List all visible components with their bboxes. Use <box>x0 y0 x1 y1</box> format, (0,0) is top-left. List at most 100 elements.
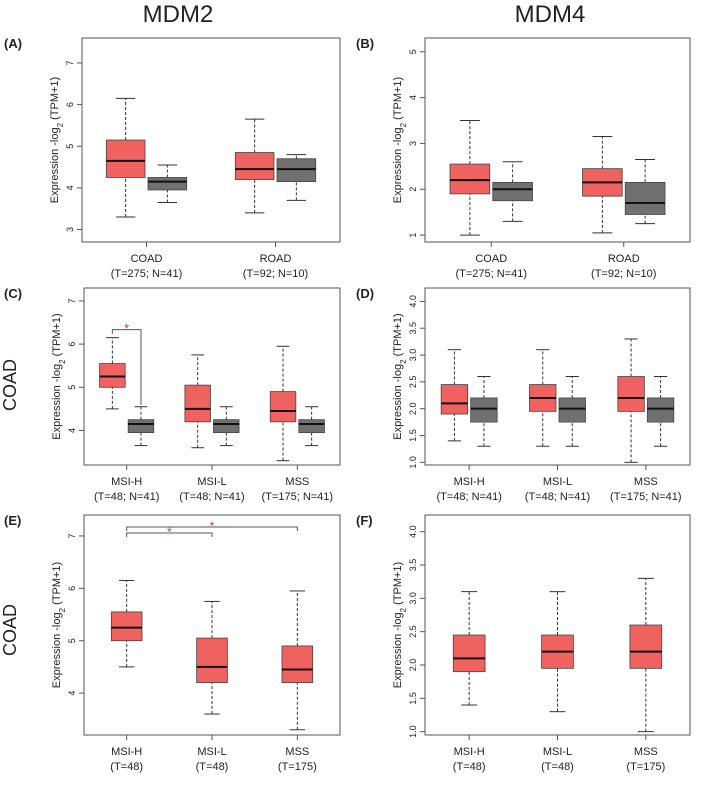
y-axis-title-part: (TPM+1) <box>392 562 404 608</box>
x-tick-label: MSI-L <box>543 746 572 758</box>
y-axis-title: Expression -log2 (TPM+1) <box>392 313 408 439</box>
box <box>276 158 317 183</box>
y-tick-label: 5 <box>67 638 77 643</box>
x-tick-label: MSI-L <box>543 476 572 488</box>
y-tick-label: 4 <box>67 428 77 433</box>
box <box>624 182 666 215</box>
box <box>558 397 586 423</box>
y-axis-title: Expression -log2 (TPM+1) <box>392 77 408 203</box>
y-axis-title-part: Expression -log <box>392 127 404 203</box>
significance-bracket <box>111 329 142 405</box>
box <box>99 363 126 388</box>
y-axis-title-part: Expression -log <box>392 364 404 440</box>
y-tick-label: 3.0 <box>408 592 418 605</box>
box <box>110 611 143 642</box>
panel-label: (A) <box>4 36 22 51</box>
x-tick-label: COAD <box>475 253 507 265</box>
panel-label: (F) <box>356 513 373 528</box>
significance-star: * <box>124 322 129 336</box>
x-tick-label: MSI-L <box>197 746 226 758</box>
panel-label: (B) <box>356 36 374 51</box>
x-tick-sublabel: (T=92; N=10) <box>591 268 656 280</box>
y-tick-label: 2.0 <box>408 659 418 672</box>
box <box>269 391 297 423</box>
y-tick-label: 1.5 <box>408 692 418 705</box>
x-tick-sublabel: (T=275; N=41) <box>111 268 183 280</box>
plot-frame <box>424 37 691 243</box>
y-tick-label: 1.5 <box>408 429 418 442</box>
y-axis-title-part: (TPM+1) <box>51 313 63 359</box>
y-tick-label: 2.5 <box>408 625 418 638</box>
x-tick-label: MSI-H <box>454 746 485 758</box>
y-tick-label: 1 <box>408 233 418 238</box>
box <box>629 624 663 669</box>
x-tick-label: MSI-L <box>197 476 226 488</box>
row-label: COAD <box>0 604 20 656</box>
significance-star: * <box>167 525 172 539</box>
y-tick-label: 4 <box>67 691 77 696</box>
y-axis-title: Expression -log2 (TPM+1) <box>392 562 408 688</box>
box <box>184 384 211 423</box>
x-tick-label: ROAD <box>608 253 640 265</box>
y-tick-label: 2 <box>408 187 418 192</box>
y-axis-title-part: 2 <box>399 122 408 127</box>
column-title: MDM2 <box>143 1 214 28</box>
y-tick-label: 5 <box>65 144 75 149</box>
y-axis-title: Expression -log2 (TPM+1) <box>51 562 67 688</box>
y-tick-label: 2.0 <box>408 402 418 415</box>
y-axis-title-part: 2 <box>399 607 408 612</box>
x-tick-sublabel: (T=48; N=41) <box>179 491 244 503</box>
y-tick-label: 2.5 <box>408 376 418 389</box>
plot-frame <box>81 37 341 243</box>
significance-bracket <box>126 526 298 531</box>
y-axis-title-part: Expression -log <box>392 612 404 688</box>
x-tick-sublabel: (T=48; N=41) <box>436 491 501 503</box>
significance-star: * <box>210 519 215 533</box>
y-axis-title-part: 2 <box>58 607 67 612</box>
box <box>449 163 491 195</box>
y-tick-label: 4.0 <box>408 295 418 308</box>
y-tick-label: 6 <box>65 102 75 107</box>
y-tick-label: 7 <box>65 60 75 65</box>
panel-label: (E) <box>4 513 21 528</box>
panel-label: (D) <box>356 286 374 301</box>
y-axis-title-part: (TPM+1) <box>392 313 404 359</box>
box <box>617 376 645 412</box>
y-tick-label: 3.0 <box>408 349 418 362</box>
x-tick-sublabel: (T=48; N=41) <box>94 491 159 503</box>
y-tick-label: 3 <box>65 227 75 232</box>
x-tick-sublabel: (T=175; N=41) <box>610 491 682 503</box>
box <box>470 397 498 423</box>
box <box>492 182 533 202</box>
box <box>440 384 469 415</box>
x-tick-sublabel: (T=175) <box>278 761 317 773</box>
box <box>298 419 325 434</box>
row-label: COAD <box>0 359 20 411</box>
y-axis-title-part: (TPM+1) <box>51 562 63 608</box>
y-tick-label: 3.5 <box>408 322 418 335</box>
x-tick-sublabel: (T=48) <box>196 761 229 773</box>
y-tick-label: 3 <box>408 141 418 146</box>
x-tick-label: MSI-H <box>111 746 142 758</box>
box <box>213 419 240 434</box>
y-axis-title-part: (TPM+1) <box>392 77 404 123</box>
panel-label: (C) <box>4 286 22 301</box>
box <box>281 645 314 684</box>
y-axis-title-part: Expression -log <box>49 127 61 203</box>
y-axis-title-part: 2 <box>56 122 65 127</box>
x-tick-label: MSS <box>634 746 658 758</box>
x-tick-sublabel: (T=48) <box>453 761 486 773</box>
x-tick-label: MSS <box>634 476 658 488</box>
x-tick-label: COAD <box>131 253 163 265</box>
x-tick-sublabel: (T=48; N=41) <box>525 491 590 503</box>
y-tick-label: 6 <box>67 342 77 347</box>
plot-frame <box>424 287 691 466</box>
y-axis-title: Expression -log2 (TPM+1) <box>49 77 65 203</box>
y-tick-label: 4 <box>408 95 418 100</box>
y-tick-label: 1.0 <box>408 456 418 469</box>
box <box>234 152 275 180</box>
y-tick-label: 7 <box>67 533 77 538</box>
y-tick-label: 5 <box>408 49 418 54</box>
y-tick-label: 4 <box>65 185 75 190</box>
